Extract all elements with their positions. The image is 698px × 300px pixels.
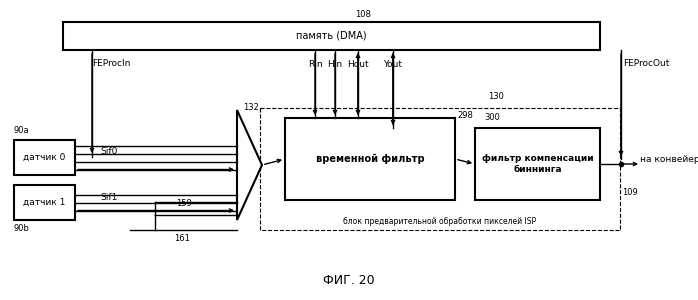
Bar [63,22,600,50]
Text: Hin: Hin [327,60,343,69]
Text: Yout: Yout [383,60,403,69]
Bar [14,140,75,175]
Text: 109: 109 [622,188,638,197]
Text: 108: 108 [355,10,371,19]
Bar [260,108,620,230]
Text: Hout: Hout [347,60,369,69]
Text: 90a: 90a [14,126,29,135]
Text: FEProcOut: FEProcOut [623,59,669,68]
Text: память (DMA): память (DMA) [296,31,367,41]
Text: на конвейер ISP: на конвейер ISP [640,154,698,164]
Text: 161: 161 [174,234,190,243]
Polygon shape [237,110,262,220]
Text: 159: 159 [176,199,192,208]
Bar [285,118,455,200]
Text: 90b: 90b [14,224,30,233]
Text: фильтр компенсации
биннинга: фильтр компенсации биннинга [482,154,593,174]
Text: Rin: Rin [308,60,322,69]
Text: Sif0: Sif0 [100,148,117,157]
Bar [475,128,600,200]
Text: Sif1: Sif1 [100,193,117,202]
Text: 132: 132 [243,103,259,112]
Text: 298: 298 [457,111,473,120]
Text: блок предварительной обработки пикселей ISP: блок предварительной обработки пикселей … [343,218,537,226]
Text: датчик 0: датчик 0 [23,153,66,162]
Text: 130: 130 [488,92,504,101]
Text: FEProcIn: FEProcIn [92,59,131,68]
Text: временной фильтр: временной фильтр [315,154,424,164]
Text: 300: 300 [484,113,500,122]
Bar [14,185,75,220]
Text: датчик 1: датчик 1 [23,198,66,207]
Text: ФИГ. 20: ФИГ. 20 [323,274,375,286]
